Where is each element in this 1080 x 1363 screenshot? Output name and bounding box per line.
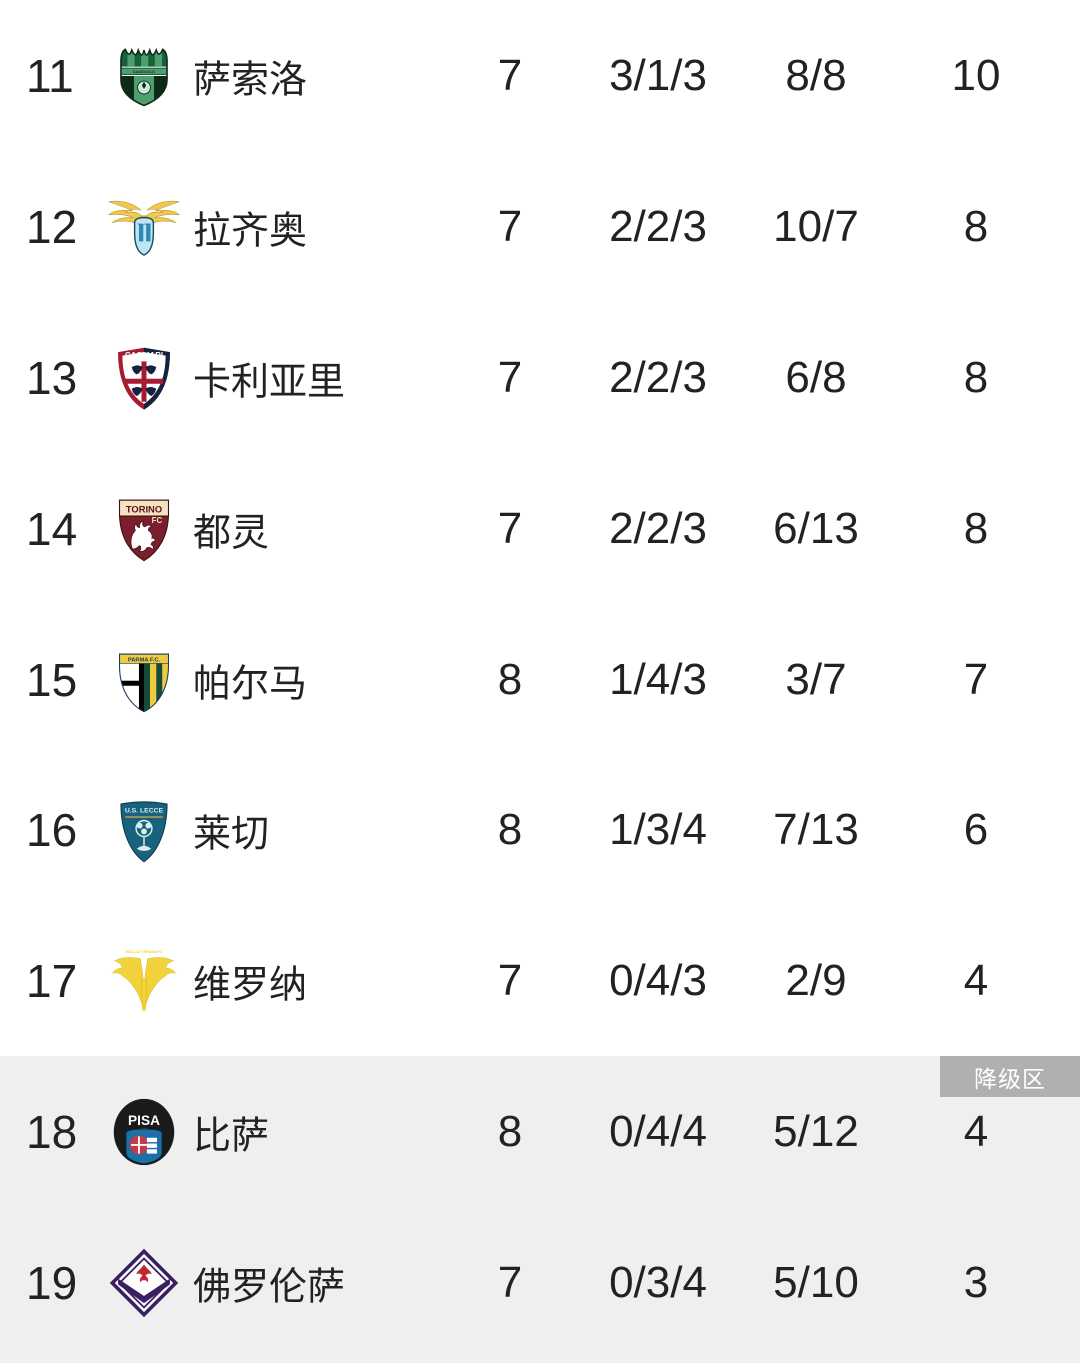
svg-text:CAGLIARI: CAGLIARI <box>125 350 163 359</box>
svg-text:HELLAS VERONA FC: HELLAS VERONA FC <box>126 949 163 953</box>
svg-text:PARMA F.C.: PARMA F.C. <box>128 657 161 663</box>
svg-text:FC: FC <box>152 516 163 525</box>
svg-text:S.S.LAZIO: S.S.LAZIO <box>138 221 151 225</box>
svg-text:PISA: PISA <box>128 1112 160 1127</box>
svg-text:SASSUOLO: SASSUOLO <box>133 69 155 74</box>
svg-text:TORINO: TORINO <box>126 504 162 514</box>
svg-text:U.S. LECCE: U.S. LECCE <box>125 807 164 814</box>
